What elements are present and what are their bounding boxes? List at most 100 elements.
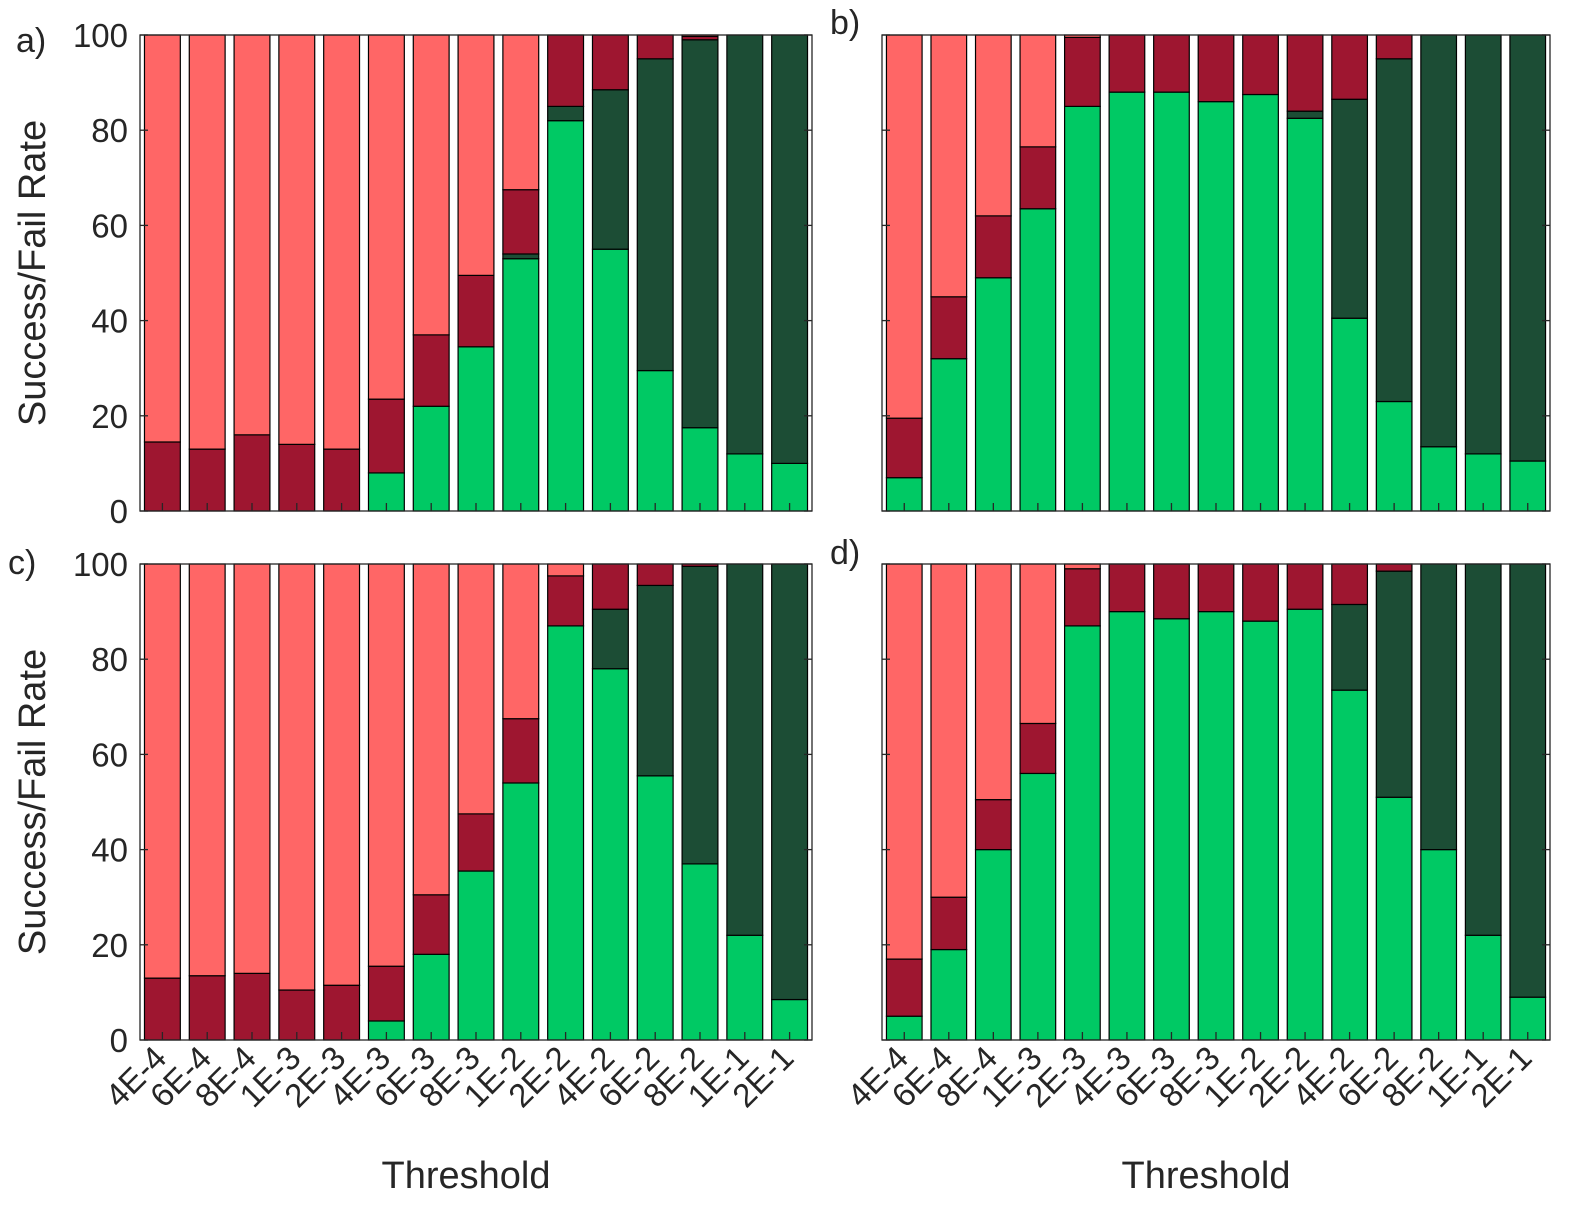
bar-segment-fail-dark	[885, 417, 923, 479]
bar-segment-fail-dark	[885, 958, 923, 1017]
bar-segment-success-light	[930, 948, 968, 1041]
bar-segment-success-dark	[681, 565, 719, 865]
bar-segment-fail-dark	[1153, 34, 1190, 93]
bar-segment-fail-dark	[1242, 563, 1279, 622]
bar-segment-success-light	[974, 848, 1012, 1041]
bar-segment-fail-dark	[457, 813, 495, 872]
bar-segment-fail-dark	[233, 972, 271, 1041]
bar-segment-success-light	[1063, 625, 1101, 1041]
bar-segment-success-dark	[1331, 603, 1369, 691]
bar-segment-success-light	[1286, 608, 1324, 1041]
bar-segment-fail-dark	[278, 443, 316, 512]
bar-segment-success-dark	[771, 34, 809, 464]
bar-segment-fail-dark	[412, 334, 450, 407]
bar-segment-success-light	[1286, 117, 1324, 512]
bar-segment-fail-dark	[323, 448, 361, 512]
bar-segment-fail-light	[930, 563, 968, 898]
bar-segment-fail-light	[188, 34, 226, 450]
bar-segment-fail-dark	[547, 575, 585, 627]
bar-segment-success-light	[591, 668, 629, 1041]
bar-segment-fail-dark	[974, 215, 1012, 279]
panel-d: 4E-46E-48E-41E-32E-34E-36E-38E-31E-22E-2…	[830, 534, 1551, 1197]
bar-segment-success-light	[1420, 446, 1458, 512]
bar-segment-fail-light	[278, 34, 316, 445]
bar-segment-fail-light	[502, 563, 540, 720]
bar-segment-fail-dark	[1153, 563, 1190, 620]
bar-segment-fail-light	[974, 34, 1012, 217]
panel-label: c)	[8, 544, 36, 582]
bar-segment-fail-light	[547, 563, 585, 577]
bar-segment-fail-light	[323, 563, 361, 986]
bar-segment-success-light	[1464, 453, 1502, 512]
bar-segment-success-dark	[591, 608, 629, 670]
bar-segment-success-light	[1108, 91, 1146, 512]
bar-segment-success-light	[1375, 400, 1413, 512]
y-tick-label: 80	[91, 641, 128, 678]
bar-segment-success-dark	[1331, 98, 1369, 319]
bar-segment-fail-dark	[636, 563, 674, 587]
bar-segment-fail-dark	[502, 189, 540, 255]
bar-segment-success-dark	[1509, 563, 1547, 998]
x-axis-label: Threshold	[1122, 1155, 1291, 1197]
y-tick-label: 60	[91, 736, 128, 773]
bar-segment-success-dark	[1509, 34, 1547, 462]
bar-segment-success-dark	[771, 563, 809, 1001]
bar-segment-success-light	[591, 248, 629, 512]
bar-segment-fail-light	[143, 34, 181, 443]
bar-segment-success-light	[412, 953, 450, 1041]
bar-segment-fail-dark	[1286, 34, 1324, 112]
bar-segment-success-light	[726, 934, 764, 1041]
bar-segment-fail-light	[233, 34, 271, 436]
bar-segment-fail-light	[1019, 34, 1057, 148]
bar-segment-fail-dark	[367, 398, 405, 474]
bar-segment-success-light	[1242, 620, 1279, 1041]
y-tick-label: 80	[91, 112, 128, 149]
bar-segment-success-light	[1331, 317, 1369, 512]
bar-segment-fail-dark	[143, 977, 181, 1041]
y-tick-label: 0	[110, 493, 128, 530]
bar-segment-success-light	[1420, 848, 1458, 1041]
bar-segment-success-light	[1063, 105, 1101, 512]
bar-segment-success-light	[726, 453, 764, 512]
bar-segment-fail-dark	[188, 975, 226, 1041]
bar-segment-fail-light	[1019, 563, 1057, 725]
bar-segment-success-dark	[591, 89, 629, 250]
bar-segment-success-light	[1019, 772, 1057, 1041]
bar-segment-fail-dark	[188, 448, 226, 512]
bar-segment-success-light	[1331, 689, 1369, 1041]
y-tick-label: 100	[73, 546, 128, 583]
y-axis-label: Success/Fail Rate	[12, 120, 54, 426]
bar-segment-success-light	[681, 427, 719, 512]
bar-segment-fail-light	[412, 563, 450, 896]
bar-segment-success-light	[1197, 610, 1235, 1041]
bar-segment-success-light	[502, 258, 540, 512]
bar-segment-success-dark	[502, 253, 540, 260]
bar-segment-success-dark	[1375, 570, 1413, 798]
bar-segment-success-light	[636, 369, 674, 512]
bar-segment-fail-dark	[1019, 722, 1057, 775]
bar-segment-success-light	[1375, 796, 1413, 1041]
bar-segment-fail-light	[502, 34, 540, 191]
bar-segment-fail-light	[457, 563, 495, 815]
panel-c: 0204060801004E-46E-48E-41E-32E-34E-36E-3…	[8, 544, 813, 1197]
bar-segment-fail-dark	[1063, 36, 1101, 107]
bar-segment-success-light	[681, 863, 719, 1041]
bar-segment-fail-dark	[1063, 568, 1101, 627]
y-tick-label: 100	[73, 17, 128, 54]
bar-segment-fail-dark	[974, 799, 1012, 851]
bar-segment-fail-dark	[930, 296, 968, 360]
bar-segment-success-dark	[1286, 110, 1324, 119]
y-tick-label: 0	[110, 1022, 128, 1059]
bar-segment-fail-dark	[502, 718, 540, 784]
y-tick-label: 40	[91, 303, 128, 340]
y-tick-label: 20	[91, 927, 128, 964]
bar-segment-success-light	[547, 625, 585, 1041]
bar-segment-fail-light	[278, 563, 316, 991]
bar-segment-fail-dark	[1108, 563, 1146, 613]
panel-label: a)	[16, 22, 46, 60]
bar-segment-fail-dark	[457, 274, 495, 348]
bar-segment-fail-dark	[412, 894, 450, 955]
bar-segment-fail-dark	[1286, 563, 1324, 610]
